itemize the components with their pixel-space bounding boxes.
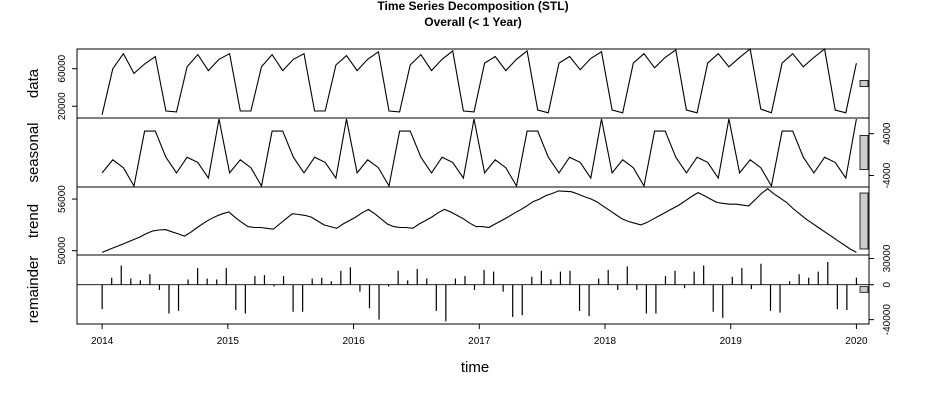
- y-tick-label: 20000: [57, 92, 68, 120]
- x-tick-label: 2018: [594, 336, 617, 347]
- panel-label-seasonal: seasonal: [25, 122, 42, 182]
- x-tick-label: 2015: [217, 336, 240, 347]
- range-bar: [859, 135, 869, 170]
- y-tick-label: -4000: [882, 162, 893, 188]
- panel-seasonal: seasonal -4000 4000: [25, 117, 893, 188]
- range-bar: [859, 286, 869, 293]
- panel-data: data 20000 60000: [25, 47, 870, 120]
- x-axis: 2014 2015 2016 2017 2018 2019 2020: [91, 324, 868, 347]
- panel-trend: trend 50000 56000: [25, 185, 870, 265]
- panel-label-remainder: remainder: [25, 256, 42, 324]
- range-bar: [859, 192, 869, 250]
- panel-frame: [76, 254, 870, 325]
- x-axis-label: time: [461, 359, 489, 376]
- y-tick-label: -40000: [882, 304, 893, 336]
- panel-remainder: remainder -40000 0 30000: [25, 244, 893, 335]
- y-tick-label: 30000: [882, 244, 893, 272]
- chart-subtitle: Overall (< 1 Year): [424, 15, 522, 29]
- x-tick-label: 2017: [468, 336, 491, 347]
- y-tick-label: 60000: [57, 54, 68, 82]
- x-tick-label: 2016: [342, 336, 365, 347]
- chart-title: Time Series Decomposition (STL): [377, 0, 568, 13]
- y-tick-label: 0: [882, 281, 893, 287]
- panel-frame: [76, 117, 870, 188]
- y-tick-label: 4000: [882, 122, 893, 145]
- y-tick-label: 50000: [57, 236, 68, 264]
- y-tick-label: 56000: [57, 185, 68, 213]
- series-line-seasonal: [101, 118, 857, 188]
- panels-group: data 20000 60000 seasonal -4000 4000 trend 5000…: [25, 47, 893, 335]
- panel-label-trend: trend: [25, 204, 42, 238]
- x-tick-label: 2020: [845, 336, 868, 347]
- panel-label-data: data: [25, 68, 42, 98]
- series-line-data: [101, 47, 857, 115]
- x-tick-label: 2019: [720, 336, 743, 347]
- series-line-trend: [101, 187, 857, 253]
- x-tick-label: 2014: [91, 336, 114, 347]
- panel-frame: [76, 186, 870, 256]
- panel-frame: [76, 48, 870, 119]
- range-bar: [859, 80, 869, 87]
